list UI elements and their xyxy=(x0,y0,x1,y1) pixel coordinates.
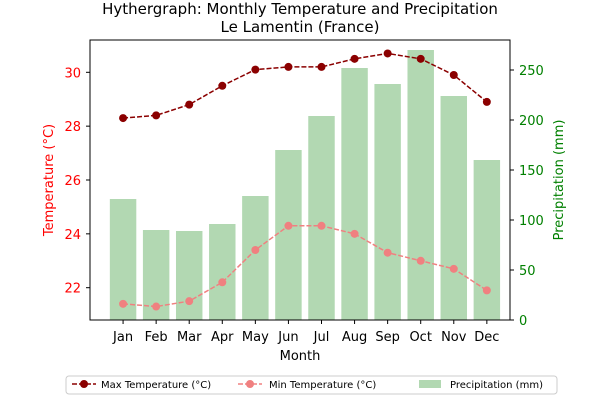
x-tick-label: May xyxy=(242,330,269,345)
max-temp-point xyxy=(449,71,458,79)
legend-min-label: Min Temperature (°C) xyxy=(269,380,376,391)
chart-subtitle: Le Lamentin (France) xyxy=(221,18,380,36)
max-temp-point xyxy=(218,81,227,90)
x-tick-label: Apr xyxy=(211,330,234,345)
x-tick-label: Mar xyxy=(177,330,202,345)
legend-max-label: Max Temperature (°C) xyxy=(101,380,211,391)
min-temp-point xyxy=(317,221,326,230)
precip-tick-label: 150 xyxy=(519,164,544,179)
temp-tick-label: 30 xyxy=(64,66,81,81)
min-temp-point xyxy=(350,229,359,238)
left-axis-label: Temperature (°C) xyxy=(42,124,57,237)
max-temp-point xyxy=(383,49,392,58)
x-axis: Jan Feb Mar Apr May Jun Jul Aug Sep Oct Nov Dec xyxy=(112,320,499,345)
precip-bar xyxy=(308,116,335,320)
precip-bar xyxy=(275,150,302,320)
legend-min-marker xyxy=(246,380,254,388)
x-tick-label: Jan xyxy=(112,330,133,345)
precip-bar xyxy=(109,199,137,320)
max-temp-line-path xyxy=(123,52,488,119)
x-tick-label: Aug xyxy=(342,330,367,345)
max-temperature-line xyxy=(119,49,491,123)
min-temp-point xyxy=(119,299,128,308)
max-temp-point xyxy=(482,97,491,106)
min-temp-point xyxy=(284,221,293,230)
min-temp-point xyxy=(218,278,227,287)
min-temperature-line xyxy=(119,221,491,311)
precipitation-bars xyxy=(109,50,501,320)
max-temp-point xyxy=(185,100,194,109)
max-temp-point xyxy=(416,54,425,63)
precip-bar xyxy=(175,231,203,320)
precip-tick-label: 100 xyxy=(519,214,544,229)
temp-tick-label: 28 xyxy=(64,120,81,135)
x-tick-label: Feb xyxy=(145,330,168,345)
min-temp-line-path xyxy=(123,225,488,308)
temp-tick-label: 22 xyxy=(64,282,81,297)
precip-bar xyxy=(242,196,269,320)
precip-bar xyxy=(407,50,434,320)
legend-precip-label: Precipitation (mm) xyxy=(450,380,543,391)
temp-tick-label: 24 xyxy=(64,228,81,243)
precipitation-axis: 0 50 100 150 200 250 xyxy=(510,64,544,329)
precip-bar xyxy=(440,96,468,320)
x-axis-label: Month xyxy=(280,349,321,364)
max-temp-point xyxy=(152,111,161,120)
max-temp-point xyxy=(350,54,359,63)
x-tick-label: Jul xyxy=(313,330,330,345)
min-temp-point xyxy=(152,302,161,311)
precip-tick-label: 200 xyxy=(519,114,544,129)
max-temp-point xyxy=(284,62,293,71)
x-tick-label: Sep xyxy=(375,330,400,345)
precip-tick-label: 50 xyxy=(519,264,536,279)
right-axis-label: Precipitation (mm) xyxy=(552,120,567,241)
min-temp-point xyxy=(482,286,491,295)
temp-tick-label: 26 xyxy=(64,174,81,189)
max-temp-point xyxy=(119,114,128,123)
legend-max-marker xyxy=(80,380,88,388)
precip-bar xyxy=(374,84,401,320)
temperature-axis: 22 24 26 28 30 xyxy=(64,66,90,297)
precip-tick-label: 250 xyxy=(519,64,544,79)
precip-bar xyxy=(209,224,236,320)
min-temp-point xyxy=(383,248,392,257)
x-tick-label: Nov xyxy=(441,330,467,345)
precip-bar xyxy=(341,68,368,320)
legend-precip-swatch xyxy=(419,380,441,388)
min-temp-point xyxy=(251,246,260,254)
min-temp-point xyxy=(185,297,194,306)
x-tick-label: Dec xyxy=(474,330,499,345)
chart-title: Hythergraph: Monthly Temperature and Pre… xyxy=(102,0,498,18)
max-temp-point xyxy=(317,62,326,71)
precip-tick-label: 0 xyxy=(519,314,527,329)
chart-legend: Max Temperature (°C) Min Temperature (°C… xyxy=(65,375,558,395)
x-tick-label: Oct xyxy=(409,330,431,345)
min-temp-point xyxy=(449,264,458,273)
max-temp-point xyxy=(251,65,260,74)
precip-bar xyxy=(473,160,501,320)
min-temp-point xyxy=(416,256,425,265)
x-tick-label: Jun xyxy=(277,330,298,345)
